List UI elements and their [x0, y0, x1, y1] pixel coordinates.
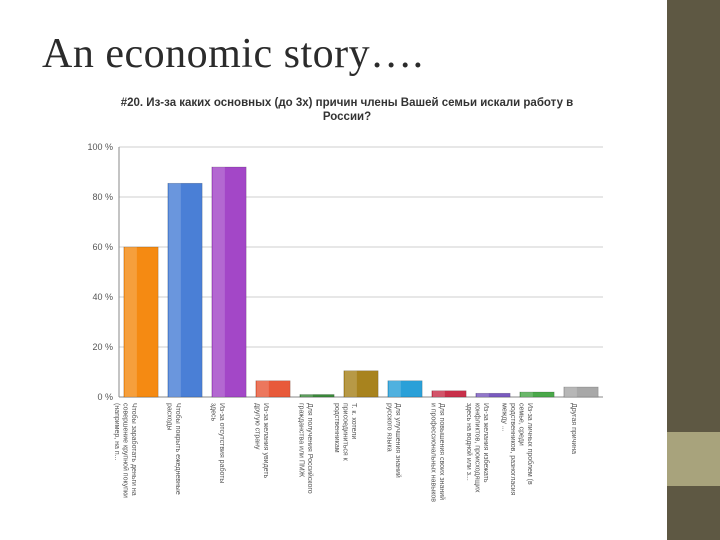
bar-highlight: [564, 387, 577, 397]
chart-title: #20. Из-за каких основных (до 3х) причин…: [120, 97, 574, 123]
bar: [167, 182, 203, 398]
bar-group: [519, 391, 555, 398]
x-tick-label: Для получения Российскогогражданства или…: [298, 403, 315, 494]
y-tick-label: 20 %: [92, 342, 113, 352]
bar-group: [167, 182, 203, 398]
x-tick-label: Из-за желания увидетьдругую страну: [254, 403, 270, 479]
bar: [475, 392, 511, 398]
y-tick-label: 40 %: [92, 292, 113, 302]
x-tick-label: Другая причина: [570, 403, 577, 454]
y-tick-label: 60 %: [92, 242, 113, 252]
bar-group: [431, 390, 467, 398]
bar-highlight: [476, 393, 489, 397]
bar: [387, 380, 423, 398]
bar: [431, 390, 467, 398]
bar-highlight: [124, 247, 137, 397]
bar-group: [563, 386, 599, 398]
x-tick-label: Чтобы заработать деньги насовершение кру…: [113, 403, 138, 498]
bar-group: [299, 394, 335, 398]
bar-group: [211, 166, 247, 398]
bar-group: [475, 392, 511, 398]
bar-highlight: [212, 167, 225, 397]
chart-panel: #20. Из-за каких основных (до 3х) причин…: [82, 86, 625, 540]
x-tick-label: Из-за личных проблем (всемье, средиродст…: [501, 403, 535, 496]
x-tick-label: Чтобы покрыть ежедневныерасходы: [166, 403, 183, 495]
y-tick-label: 80 %: [92, 192, 113, 202]
x-tick-label: Из-за отсутствия работыздесь: [210, 403, 227, 483]
y-tick-label: 0 %: [97, 392, 113, 402]
bar: [255, 380, 291, 398]
bar-chart: 0 % 20 % 40 % 60 % 80 % 100 % Чтобы заработать…: [87, 142, 603, 502]
bar: [343, 370, 379, 398]
bar-highlight: [432, 390, 445, 397]
bar: [519, 391, 555, 398]
x-tick-label: Для повышения своих знанийи профессионал…: [430, 403, 447, 502]
slide-title: An economic story….: [42, 31, 424, 77]
bar-highlight: [520, 392, 533, 397]
x-tick-label: Т. к. хотелиприсоединиться кродственника…: [333, 403, 357, 462]
bar-highlight: [300, 394, 313, 397]
bar-group: [343, 370, 379, 398]
bar: [299, 394, 335, 398]
bar-group: [387, 380, 423, 398]
bar-highlight: [344, 370, 357, 397]
bar-group: [123, 246, 159, 398]
bar: [123, 246, 159, 398]
y-tick-label: 100 %: [87, 142, 113, 152]
bar-highlight: [168, 183, 181, 397]
bar-highlight: [388, 380, 401, 397]
x-tick-label: Для улучшения знанийрусского языка: [386, 403, 403, 478]
x-tick-label: Из-за желания избежатьконфликтов, происх…: [465, 403, 490, 493]
bar-highlight: [256, 380, 269, 397]
bar-group: [255, 380, 291, 398]
bar: [211, 166, 247, 398]
side-bar-accent: [667, 432, 720, 486]
bar: [563, 386, 599, 398]
